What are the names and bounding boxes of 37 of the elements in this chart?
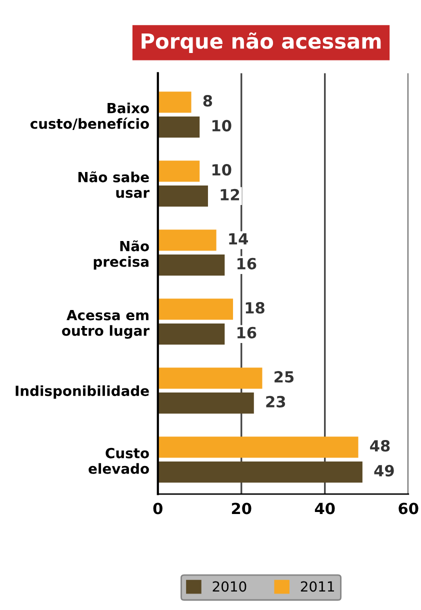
bar: [158, 185, 208, 207]
data-label: 16: [238, 326, 256, 338]
data-label: 12: [220, 188, 240, 200]
legend-label: 2010: [212, 581, 246, 592]
bar: [158, 92, 192, 113]
bar: [158, 368, 262, 389]
bar: [158, 461, 362, 483]
bar: [158, 392, 254, 414]
bar: [158, 254, 225, 276]
y-tick-label: Baixo custo/benefício: [30, 102, 149, 130]
x-tick-label: 40: [314, 502, 335, 514]
bar: [158, 323, 225, 345]
data-label: 10: [212, 120, 232, 132]
data-label: 14: [229, 233, 248, 244]
data-label: 18: [246, 302, 264, 314]
bar: [158, 116, 200, 138]
y-tick-label: Não sabe usar: [78, 171, 150, 198]
data-label: 8: [203, 95, 212, 107]
data-label: 49: [374, 464, 394, 476]
y-tick-label: Indisponibilidade: [16, 385, 149, 399]
data-label: 25: [274, 371, 294, 383]
bar: [158, 160, 200, 182]
legend-label: 2011: [300, 581, 334, 592]
data-label: 48: [370, 440, 390, 452]
bar: [158, 298, 234, 320]
bar: [158, 230, 216, 251]
x-tick-label: 60: [398, 502, 418, 514]
data-label: 10: [212, 164, 232, 176]
x-tick-label: 20: [232, 502, 252, 514]
y-tick-label: Custo elevado: [88, 448, 149, 474]
data-label: 16: [238, 258, 256, 270]
y-tick-label: Acessa em outro lugar: [62, 310, 150, 339]
data-label: 23: [266, 396, 286, 408]
x-tick-label: 0: [153, 502, 162, 514]
y-tick-label: Não precisa: [94, 240, 149, 270]
chart-title: Porque não acessam: [142, 32, 381, 53]
bar: [158, 436, 358, 458]
